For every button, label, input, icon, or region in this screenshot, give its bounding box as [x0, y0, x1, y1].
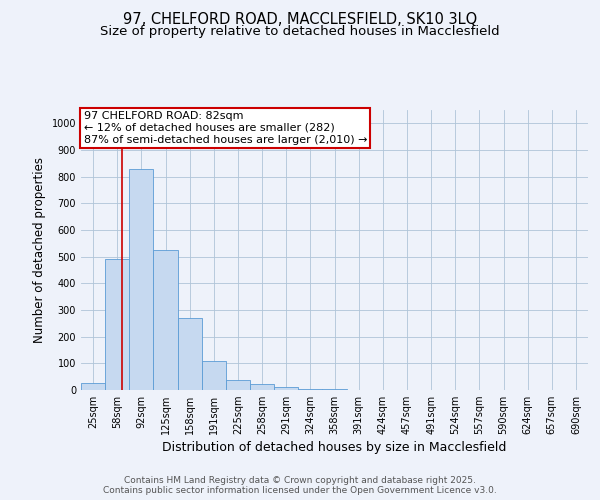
Text: Contains public sector information licensed under the Open Government Licence v3: Contains public sector information licen…: [103, 486, 497, 495]
Bar: [154, 250, 178, 390]
Bar: [250, 384, 274, 390]
Bar: [274, 388, 298, 390]
Bar: [178, 318, 202, 390]
Text: Contains HM Land Registry data © Crown copyright and database right 2025.: Contains HM Land Registry data © Crown c…: [124, 476, 476, 485]
X-axis label: Distribution of detached houses by size in Macclesfield: Distribution of detached houses by size …: [163, 442, 506, 454]
Bar: [105, 260, 129, 390]
Bar: [129, 168, 154, 390]
Text: 97 CHELFORD ROAD: 82sqm
← 12% of detached houses are smaller (282)
87% of semi-d: 97 CHELFORD ROAD: 82sqm ← 12% of detache…: [83, 112, 367, 144]
Bar: [322, 388, 347, 390]
Bar: [202, 361, 226, 390]
Text: Size of property relative to detached houses in Macclesfield: Size of property relative to detached ho…: [100, 25, 500, 38]
Bar: [298, 388, 322, 390]
Text: 97, CHELFORD ROAD, MACCLESFIELD, SK10 3LQ: 97, CHELFORD ROAD, MACCLESFIELD, SK10 3L…: [123, 12, 477, 28]
Bar: [226, 380, 250, 390]
Y-axis label: Number of detached properties: Number of detached properties: [33, 157, 46, 343]
Bar: [81, 382, 105, 390]
